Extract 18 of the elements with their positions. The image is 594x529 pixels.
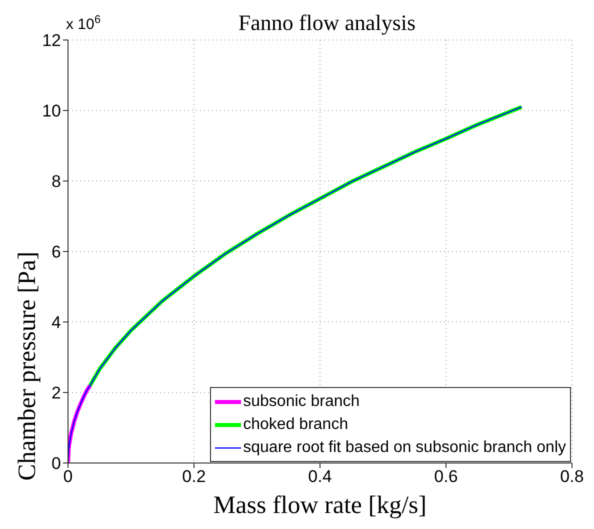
y-tick-label: 0 (52, 454, 61, 474)
y-tick-label: 12 (42, 31, 61, 50)
text: x 10$^{6}$ (66, 14, 101, 33)
y-tick-label: 8 (52, 172, 61, 192)
x-tick-label: 0.6 (434, 467, 458, 486)
legend-label: square root fit based on subsonic branch only (243, 438, 566, 456)
y-tick-label: 10 (42, 102, 61, 121)
x-axis-title: Mass flow rate [kg/s] (213, 492, 427, 519)
y-tick-label: 4 (52, 313, 61, 332)
x-tick-label: 0.2 (182, 467, 206, 486)
y-tick-label: 2 (52, 384, 61, 403)
x-tick-label: 0.8 (560, 467, 584, 486)
y-tick-label: 6 (52, 242, 61, 262)
chart-title: Fanno flow analysis (238, 10, 416, 35)
legend-label: subsonic branch (243, 392, 360, 410)
legend-label: choked branch (243, 416, 348, 434)
x-tick-label: 0.4 (308, 467, 332, 486)
y-axis-title: Chamber pressure [Pa] (14, 252, 41, 481)
